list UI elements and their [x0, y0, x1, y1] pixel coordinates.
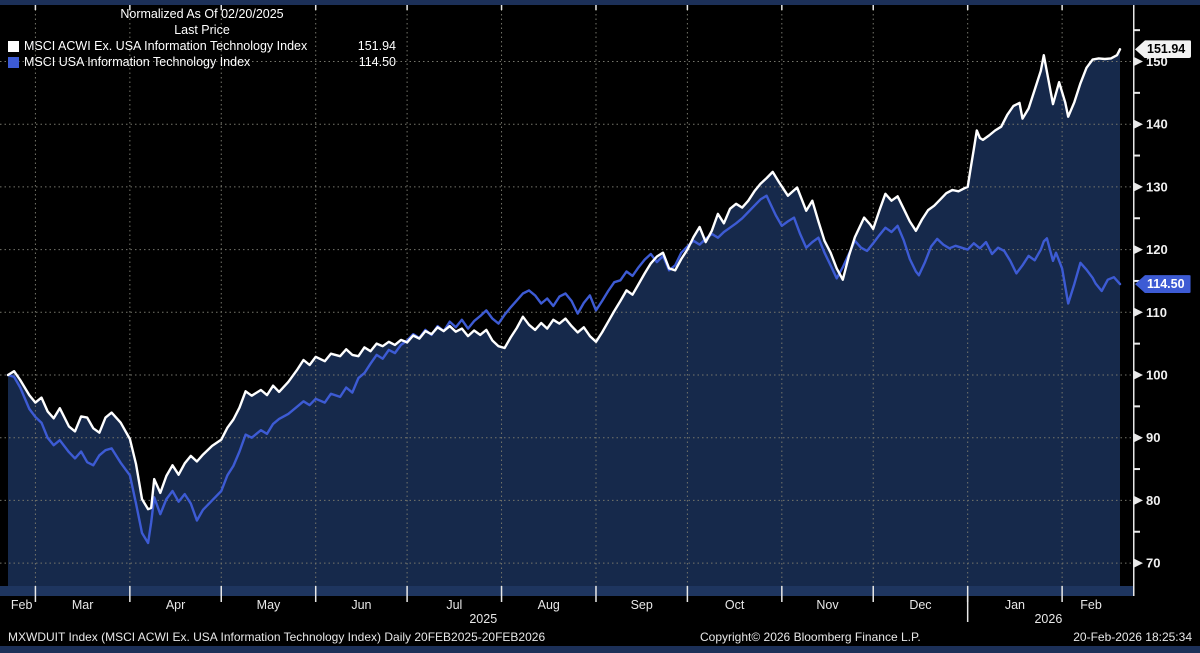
y-minor-tick	[1134, 405, 1140, 408]
acwi-series-last-price: 151.94	[357, 39, 396, 53]
acwi-series-name: MSCI ACWI Ex. USA Information Technology…	[24, 39, 308, 53]
usa-series-last-price: 114.50	[358, 55, 396, 69]
footer-security-description: MXWDUIT Index (MSCI ACWI Ex. USA Informa…	[8, 630, 546, 644]
y-tick-label: 110	[1146, 305, 1167, 320]
y-tick-arrow	[1134, 558, 1143, 568]
usa-series-name: MSCI USA Information Technology Index	[24, 55, 251, 69]
chart-legend: Normalized As Of 02/20/2025 Last Price M…	[8, 6, 396, 70]
bottom-frame-strip	[0, 646, 1200, 653]
acwi-series-swatch-icon	[8, 40, 19, 52]
month-label: Jul	[446, 598, 462, 612]
x-axis-band	[0, 586, 1133, 596]
y-minor-tick	[1134, 342, 1140, 345]
y-tick-label: 80	[1146, 493, 1160, 508]
month-label: Apr	[166, 598, 185, 612]
y-tick-arrow	[1134, 370, 1143, 380]
series-line-1	[6, 194, 1122, 545]
top-frame-strip	[0, 0, 1200, 5]
y-tick-arrow	[1134, 307, 1143, 317]
y-tick-label: 120	[1146, 242, 1168, 257]
y-minor-tick	[1134, 154, 1140, 157]
last-price-label: Last Price	[174, 23, 230, 37]
month-label: Feb	[1080, 598, 1102, 612]
month-label: Jan	[1005, 598, 1025, 612]
footer-bar: MXWDUIT Index (MSCI ACWI Ex. USA Informa…	[0, 628, 1200, 646]
series-line-0	[6, 48, 1122, 511]
usa-series-swatch-icon	[8, 56, 19, 68]
month-label: Oct	[725, 598, 745, 612]
month-label: Nov	[816, 598, 839, 612]
year-label: 2025	[469, 612, 497, 626]
legend-row-acwi-ex-usa[interactable]: MSCI ACWI Ex. USA Information Technology…	[8, 38, 396, 54]
legend-row-usa-it[interactable]: MSCI USA Information Technology Index 11…	[8, 54, 396, 70]
area-fill	[8, 49, 1120, 589]
y-tick-arrow	[1134, 433, 1143, 443]
month-label: Mar	[72, 598, 94, 612]
footer-timestamp: 20-Feb-2026 18:25:34	[1073, 630, 1192, 644]
y-tick-label: 130	[1146, 179, 1168, 194]
y-minor-tick	[1134, 530, 1140, 533]
month-label: May	[257, 598, 281, 612]
month-label: Aug	[538, 598, 560, 612]
last-price-callout-acwi[interactable]: 151.94	[1135, 40, 1192, 59]
footer-copyright: Copyright© 2026 Bloomberg Finance L.P.	[700, 630, 921, 644]
y-minor-tick	[1134, 29, 1140, 32]
y-minor-tick	[1134, 279, 1140, 282]
month-label: Feb	[11, 598, 33, 612]
month-label: Dec	[909, 598, 931, 612]
y-tick-label: 140	[1146, 117, 1168, 132]
y-tick-arrow	[1134, 119, 1143, 129]
normalized-as-of-label: Normalized As Of 02/20/2025	[120, 7, 284, 21]
y-tick-label: 90	[1146, 430, 1160, 445]
month-label: Jun	[351, 598, 371, 612]
y-tick-arrow	[1134, 57, 1143, 66]
y-tick-arrow	[1134, 182, 1143, 192]
y-tick-arrow	[1134, 245, 1143, 255]
year-label: 2026	[1034, 612, 1062, 626]
month-label: Sep	[631, 598, 653, 612]
y-tick-label: 100	[1146, 368, 1168, 383]
y-minor-tick	[1134, 468, 1140, 471]
last-price-callout-usa[interactable]: 114.50	[1135, 275, 1191, 294]
y-minor-tick	[1134, 91, 1140, 94]
y-minor-tick	[1134, 217, 1140, 220]
y-tick-label: 70	[1146, 556, 1160, 571]
y-tick-arrow	[1134, 495, 1143, 505]
